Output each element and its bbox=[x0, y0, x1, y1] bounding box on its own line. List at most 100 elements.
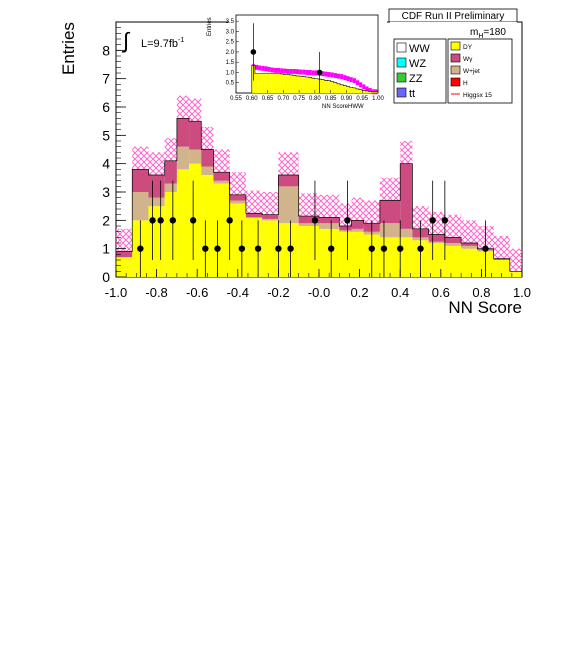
inset-signal-band bbox=[289, 68, 293, 74]
wgamma-bar bbox=[132, 169, 149, 192]
inset-outline bbox=[236, 64, 378, 94]
wjet-bar bbox=[164, 183, 177, 192]
legend-swatch bbox=[450, 77, 461, 87]
wjet-bar bbox=[189, 149, 202, 164]
inset-dy-bar bbox=[327, 80, 331, 93]
dy-bar bbox=[148, 206, 165, 277]
hatch-bin bbox=[509, 248, 522, 277]
wjet-bar bbox=[213, 180, 230, 184]
wjet-bar bbox=[132, 192, 149, 221]
legend-label: ZZ bbox=[409, 73, 423, 85]
dy-bar bbox=[400, 237, 413, 277]
inset-y-tick-label: 3.5 bbox=[226, 19, 235, 25]
x-tick-label: -0.8 bbox=[145, 285, 167, 300]
wgamma-bar bbox=[176, 118, 190, 147]
inset-signal-band bbox=[270, 67, 274, 73]
data-point bbox=[214, 245, 221, 252]
data-point bbox=[380, 245, 388, 252]
wjet-bar bbox=[319, 223, 340, 229]
inset-signal-band bbox=[314, 70, 319, 76]
wgamma-bar bbox=[201, 149, 214, 167]
y-tick-label: 7 bbox=[102, 71, 110, 87]
dy-bar bbox=[461, 248, 478, 277]
legend-label: W+jet bbox=[463, 68, 480, 75]
data-point bbox=[238, 245, 246, 252]
wgamma-bar bbox=[148, 175, 165, 198]
y-tick-label: 0 bbox=[102, 269, 110, 285]
data-point bbox=[157, 217, 164, 224]
wgamma-bar bbox=[493, 258, 510, 260]
wjet-bar bbox=[201, 166, 214, 175]
integral-sign: ∫ bbox=[121, 28, 131, 53]
inset-data-point bbox=[316, 69, 323, 76]
data-point bbox=[189, 217, 197, 224]
inset-signal-band bbox=[302, 69, 306, 75]
data-point bbox=[202, 245, 209, 252]
inset-dy-bar bbox=[264, 73, 268, 93]
inset-x-tick-label: 0.75 bbox=[293, 96, 305, 102]
inset-x-tick-label: 0.60 bbox=[246, 96, 258, 102]
wgamma-bar bbox=[278, 175, 299, 187]
inset-signal-band bbox=[254, 64, 259, 70]
inset-y-tick-label: 2.5 bbox=[226, 40, 235, 46]
dy-bar bbox=[509, 271, 522, 277]
inset-signal-band bbox=[362, 84, 366, 90]
legend-swatch bbox=[450, 41, 461, 51]
inset-signal-band bbox=[308, 70, 312, 75]
inset-dy-bar bbox=[254, 73, 259, 93]
inset-dy-bar bbox=[267, 73, 271, 93]
wgamma-bar bbox=[189, 121, 202, 150]
legend-label: tt bbox=[409, 88, 415, 100]
dy-bar bbox=[428, 243, 445, 277]
wgamma-bar bbox=[229, 194, 246, 201]
inset-signal-band bbox=[349, 77, 353, 83]
inset-dy-bar bbox=[352, 87, 356, 93]
inset-signal-band bbox=[352, 78, 356, 84]
stack-outline bbox=[115, 117, 523, 277]
dy-bar bbox=[379, 237, 401, 277]
wgamma-bar bbox=[213, 172, 230, 181]
wjet-bar bbox=[298, 223, 319, 226]
inset-dy-bar bbox=[295, 75, 300, 93]
data-point bbox=[482, 245, 489, 252]
y-tick-label: 5 bbox=[102, 127, 110, 143]
y-tick-label: 2 bbox=[102, 212, 110, 228]
data-point bbox=[344, 217, 351, 224]
wgamma-bar bbox=[116, 251, 133, 258]
y-axis-title: Entries bbox=[59, 22, 78, 75]
dy-bar bbox=[319, 228, 340, 277]
inset-signal-band bbox=[340, 74, 344, 80]
header-title: CDF Run II Preliminary bbox=[402, 11, 505, 22]
inset-dy-bar bbox=[333, 82, 337, 93]
x-tick-label: -0.4 bbox=[227, 285, 249, 300]
inset-x-tick-label: 1.00 bbox=[372, 96, 384, 102]
legend-label: H bbox=[463, 80, 468, 87]
inset-dy-bar bbox=[302, 76, 306, 93]
wjet-bar bbox=[229, 200, 246, 204]
inset-dy-bar bbox=[340, 84, 344, 93]
inset-y-tick-label: 1.0 bbox=[226, 70, 235, 76]
x-tick-label: -0.6 bbox=[186, 285, 208, 300]
y-tick-label: 8 bbox=[102, 42, 110, 58]
inset-data-point bbox=[250, 49, 257, 55]
inset-signal-band bbox=[286, 68, 290, 74]
legend-swatch bbox=[396, 42, 407, 53]
x-tick-label: 0.8 bbox=[472, 285, 490, 300]
inset-signal-band bbox=[277, 67, 281, 73]
data-point bbox=[417, 245, 424, 252]
inset-y-tick-label: 0.5 bbox=[226, 81, 235, 87]
legend-swatch bbox=[450, 65, 461, 75]
dy-bar bbox=[176, 169, 190, 277]
wgamma-bar bbox=[444, 237, 462, 243]
inset-dy-bar bbox=[299, 76, 303, 93]
x-tick-label: 0.6 bbox=[432, 285, 450, 300]
wjet-bar bbox=[379, 223, 401, 238]
inset-dy-bar bbox=[289, 74, 293, 93]
legend-label: Higgsx 15 bbox=[463, 92, 492, 99]
wgamma-bar bbox=[400, 163, 413, 229]
inset-dy-bar bbox=[280, 73, 284, 93]
inset-signal-band bbox=[324, 71, 328, 77]
inset-x-tick-label: 0.95 bbox=[356, 96, 368, 102]
inset-dy-bar bbox=[292, 75, 296, 93]
dy-bar bbox=[229, 203, 246, 277]
